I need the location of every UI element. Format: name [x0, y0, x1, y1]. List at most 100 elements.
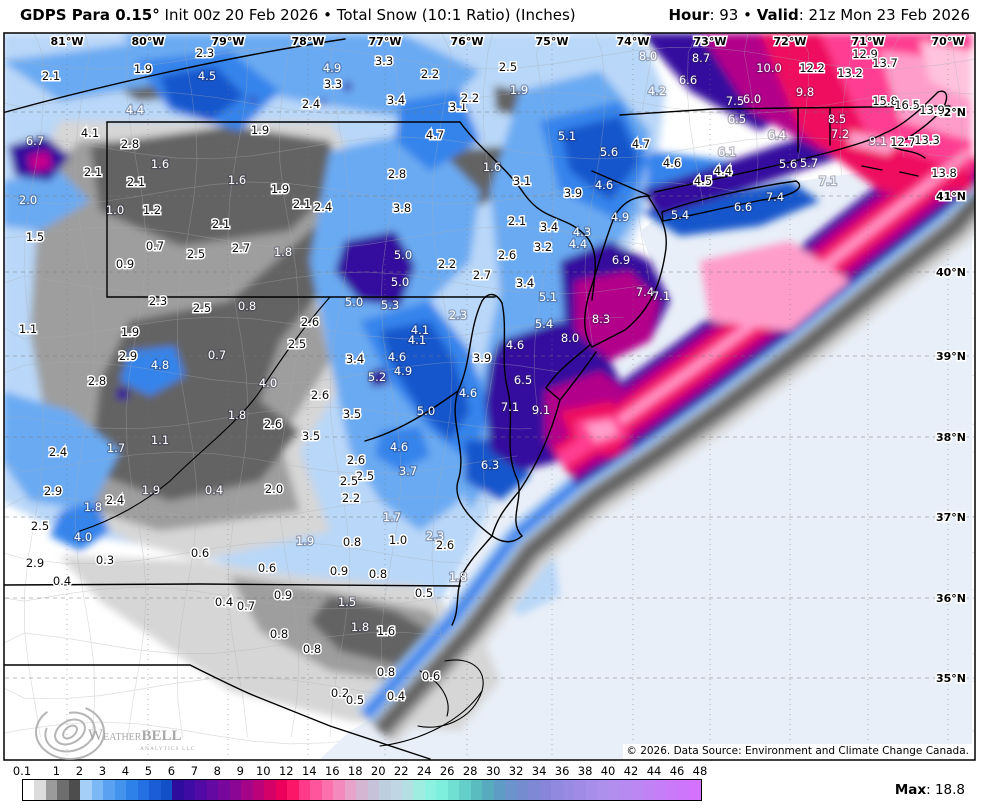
svg-text:3.8: 3.8 [393, 201, 411, 215]
max-value: Max: 18.8 [895, 782, 965, 798]
svg-text:13.7: 13.7 [872, 56, 898, 70]
colorbar-tick: 5 [144, 764, 153, 778]
svg-text:1.1: 1.1 [151, 433, 169, 447]
colorbar-cell [551, 780, 563, 800]
svg-text:4.1: 4.1 [411, 323, 429, 337]
svg-text:2.1: 2.1 [293, 197, 311, 211]
colorbar-cell [264, 780, 276, 800]
model-name: GDPS Para 0.15° [20, 6, 160, 24]
colorbar-cell [470, 780, 483, 800]
svg-text:3.9: 3.9 [473, 351, 491, 365]
svg-text:4.6: 4.6 [506, 338, 524, 352]
svg-text:76°W: 76°W [451, 35, 484, 48]
svg-text:8.0: 8.0 [639, 49, 657, 63]
svg-text:1.8: 1.8 [449, 570, 467, 584]
svg-text:4.6: 4.6 [388, 350, 406, 364]
svg-text:1.0: 1.0 [106, 203, 124, 217]
valid-value: 21z Mon 23 Feb 2026 [808, 6, 970, 24]
svg-text:4.2: 4.2 [648, 84, 666, 98]
svg-text:2.2: 2.2 [342, 491, 360, 505]
colorbar-tick: 6 [167, 764, 176, 778]
svg-text:16.5: 16.5 [894, 98, 920, 112]
colorbar-tick: 42 [623, 764, 639, 778]
colorbar-tick: 48 [692, 764, 708, 778]
svg-text:79°W: 79°W [212, 35, 245, 48]
colorbar-cell [57, 780, 69, 800]
svg-text:74°W: 74°W [617, 35, 650, 48]
svg-text:12.9: 12.9 [852, 47, 878, 61]
svg-text:1.9: 1.9 [296, 534, 314, 548]
svg-text:6.9: 6.9 [612, 253, 630, 267]
colorbar-cell [321, 780, 334, 800]
svg-text:2.2: 2.2 [461, 91, 479, 105]
colorbar-tick: 40 [600, 764, 616, 778]
svg-text:0.8: 0.8 [303, 642, 321, 656]
svg-text:3.5: 3.5 [302, 429, 320, 443]
colorbar-tick: 46 [669, 764, 685, 778]
svg-text:2.4: 2.4 [49, 445, 67, 459]
header-bar: GDPS Para 0.15° Init 00z 20 Feb 2026 • T… [0, 0, 984, 31]
svg-text:0.7: 0.7 [237, 599, 255, 613]
svg-text:4.0: 4.0 [259, 376, 277, 390]
svg-text:3.5: 3.5 [343, 407, 361, 421]
svg-text:0.6: 0.6 [258, 561, 276, 575]
hour-label: Hour [668, 6, 710, 24]
colorbar-tick: 22 [393, 764, 409, 778]
svg-text:77°W: 77°W [369, 35, 402, 48]
colorbar-tick: 26 [439, 764, 455, 778]
svg-text:8.0: 8.0 [561, 331, 579, 345]
colorbar-tick-labels: 0.1 1 2 3 4 5 6 7 8 9 10 12 14 16 18 20 22 24 26 28 30 32 34 36… [0, 764, 984, 778]
colorbar-cell [333, 780, 345, 800]
svg-text:4.9: 4.9 [611, 210, 629, 224]
svg-text:5.6: 5.6 [600, 145, 618, 159]
svg-text:2.4: 2.4 [314, 200, 332, 214]
weather-map-canvas: 81°W 80°W 79°W 78°W 77°W 76°W 75°W 74°W 73°W 72°W… [3, 32, 976, 761]
colorbar-cell [643, 780, 655, 800]
svg-text:3.3: 3.3 [324, 77, 342, 91]
svg-text:8.5: 8.5 [828, 112, 846, 126]
svg-text:2.9: 2.9 [44, 484, 62, 498]
colorbar-cell [516, 780, 529, 800]
svg-text:4.6: 4.6 [459, 386, 477, 400]
svg-text:8.3: 8.3 [592, 312, 610, 326]
svg-text:12.2: 12.2 [799, 61, 825, 75]
svg-text:2.8: 2.8 [388, 167, 406, 181]
svg-text:1.0: 1.0 [389, 533, 407, 547]
colorbar [22, 779, 702, 801]
colorbar-cell [298, 780, 311, 800]
svg-text:2.8: 2.8 [88, 374, 106, 388]
svg-text:2.0: 2.0 [265, 482, 283, 496]
svg-text:2.1: 2.1 [127, 175, 145, 189]
svg-text:38°N: 38°N [936, 431, 966, 444]
svg-text:39°N: 39°N [936, 350, 966, 363]
svg-text:0.4: 0.4 [215, 595, 233, 609]
svg-text:4.7: 4.7 [426, 128, 444, 142]
svg-text:13.8: 13.8 [931, 166, 957, 180]
colorbar-cell [666, 780, 678, 800]
svg-text:0.5: 0.5 [415, 586, 433, 600]
svg-text:5.0: 5.0 [394, 248, 412, 262]
svg-text:4.5: 4.5 [198, 69, 216, 83]
svg-text:4.6: 4.6 [390, 440, 408, 454]
svg-text:80°W: 80°W [132, 35, 165, 48]
colorbar-tick: 0.1 [12, 764, 32, 778]
svg-text:0.4: 0.4 [53, 574, 71, 588]
svg-text:2.1: 2.1 [84, 165, 102, 179]
colorbar-cell [229, 780, 242, 800]
svg-text:78°W: 78°W [292, 35, 325, 48]
colorbar-cell [114, 780, 127, 800]
colorbar-cell [356, 780, 368, 800]
svg-text:4.3: 4.3 [573, 225, 591, 239]
logo-w: W [88, 727, 104, 744]
colorbar-cell [344, 780, 357, 800]
svg-text:3.4: 3.4 [387, 93, 405, 107]
svg-text:4.0: 4.0 [74, 530, 92, 544]
svg-text:2.5: 2.5 [193, 301, 211, 315]
colorbar-tick: 4 [121, 764, 130, 778]
colorbar-tick: 36 [554, 764, 570, 778]
svg-text:5.2: 5.2 [368, 370, 386, 384]
colorbar-cell [183, 780, 196, 800]
svg-text:2.3: 2.3 [449, 308, 467, 322]
svg-text:35°N: 35°N [936, 672, 966, 685]
svg-text:2.1: 2.1 [42, 69, 60, 83]
